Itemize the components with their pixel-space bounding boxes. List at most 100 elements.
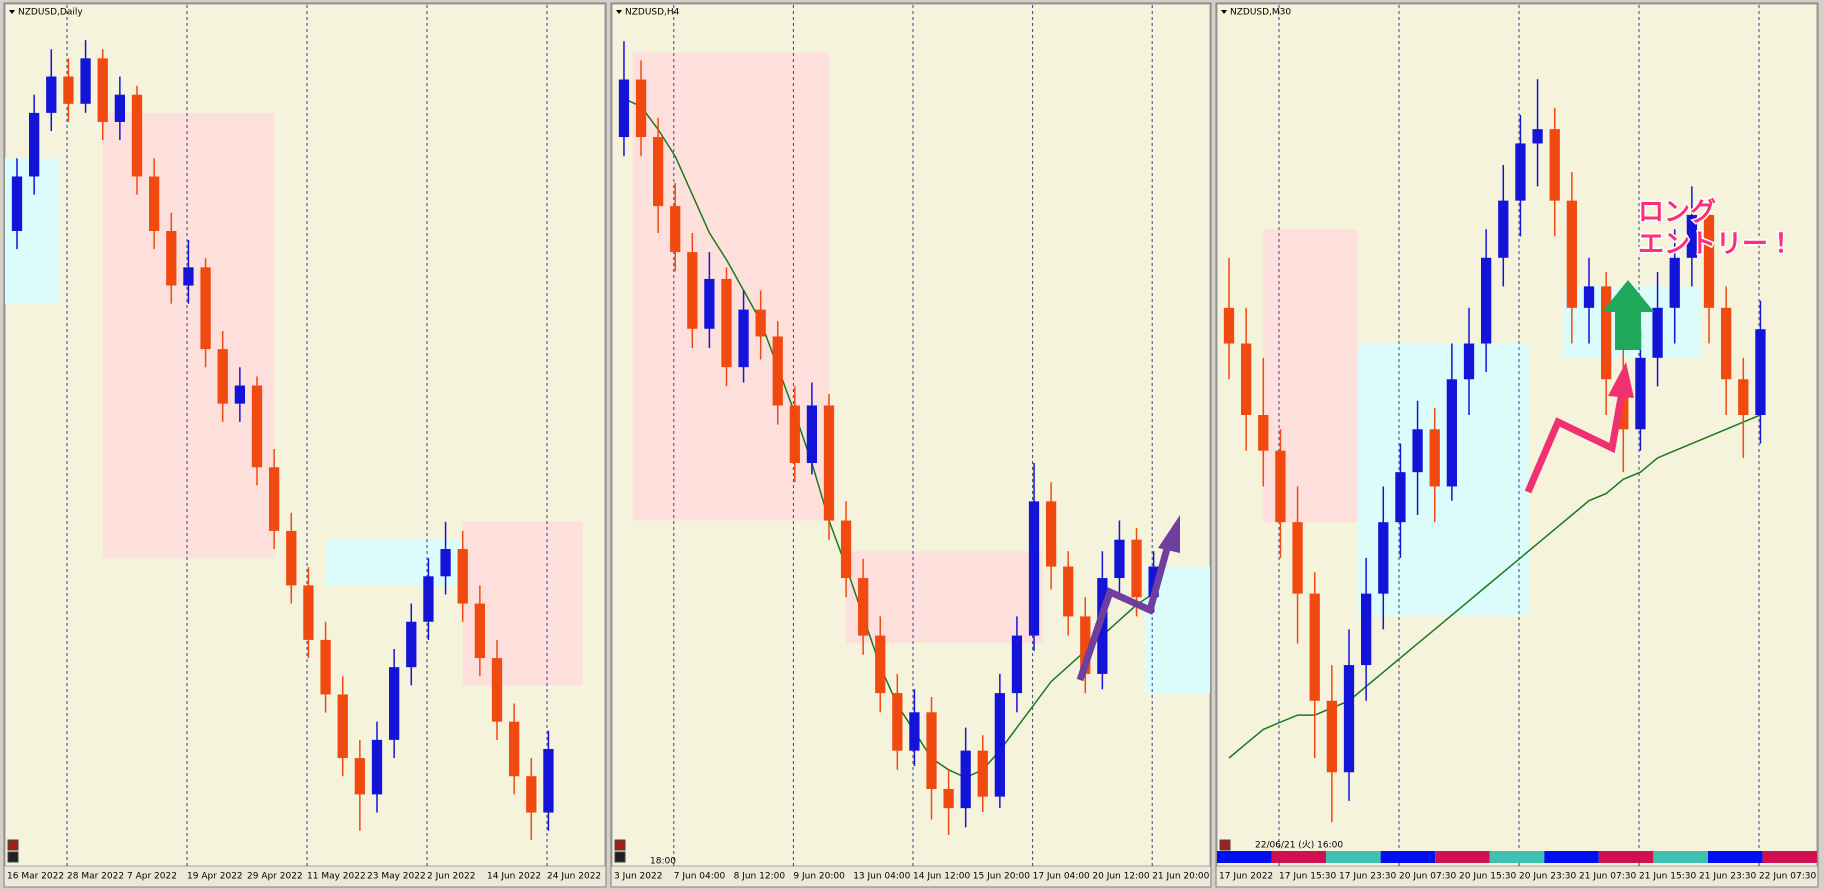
chart-panel: 17 Jun 2022 17 Jun 15:30 17 Jun 23:30 20 Ju… [1215, 2, 1819, 888]
candle-body [234, 385, 245, 404]
x-axis-label: 24 Jun 2022 [547, 872, 601, 882]
candle-body [200, 267, 211, 350]
candle-body [875, 635, 886, 694]
chart-title: NZDUSD,M30 [1230, 8, 1291, 18]
candle-body [269, 467, 280, 531]
candle-body [926, 712, 937, 789]
candle-body [670, 206, 681, 253]
x-axis-label: 21 Jun 15:30 [1639, 872, 1696, 882]
candle-body [1097, 578, 1108, 674]
candle-body [994, 693, 1005, 797]
candle-body [977, 750, 988, 797]
candle-body [1395, 472, 1406, 523]
session-bar [1544, 851, 1599, 863]
title-triangle [1221, 10, 1227, 14]
candle-body [721, 278, 732, 368]
candle-body [1309, 593, 1320, 701]
candle-body [1063, 566, 1074, 617]
candle-body [1258, 414, 1269, 451]
candle-body [1223, 307, 1235, 344]
session-bar [1326, 851, 1381, 863]
pink-arrow [1524, 362, 1634, 494]
candle-body [423, 576, 434, 622]
x-axis-label: 17 Jun 23:30 [1339, 872, 1396, 882]
chart-panel: 16 Mar 2022 28 Mar 2022 7 Apr 2022 19 Apr 2… [3, 2, 607, 888]
candle-body [1241, 343, 1252, 415]
x-axis-label: 14 Jun 2022 [487, 872, 541, 882]
candle-body [491, 658, 503, 722]
candle-body [840, 520, 852, 579]
panel-icon [614, 851, 626, 863]
x-axis-label: 9 Jun 20:00 [793, 872, 845, 882]
candle-body [11, 176, 23, 231]
candle-body [806, 405, 818, 464]
session-bar [1707, 851, 1763, 863]
title-triangle [616, 10, 622, 14]
zone [102, 112, 275, 559]
candle-body [286, 530, 297, 586]
candle-body [371, 739, 383, 795]
candle-body [1114, 539, 1125, 579]
candle-body [183, 267, 194, 286]
panel-icon [614, 839, 626, 851]
candle-body [1686, 214, 1697, 258]
candle-body [1652, 307, 1663, 358]
candle-body [1412, 429, 1423, 473]
green-arrow[interactable] [1602, 280, 1654, 350]
candle-body [46, 76, 57, 113]
candle-body [474, 603, 485, 659]
candle-body [251, 385, 263, 468]
x-axis-label: 29 Apr 2022 [247, 872, 303, 882]
x-axis-label: 20 Jun 07:30 [1399, 872, 1456, 882]
x-axis-label: 16 Mar 2022 [7, 872, 64, 882]
candle-body [1635, 357, 1646, 430]
moving-average [1228, 414, 1761, 759]
timestamp: 22/06/21 (火) 16:00 [1255, 840, 1343, 851]
x-axis-label: 17 Jun 15:30 [1279, 872, 1336, 882]
chart-area: 16 Mar 2022 28 Mar 2022 7 Apr 2022 19 Apr 2… [3, 2, 1819, 888]
candle-body [653, 137, 664, 207]
chart-panel: 3 Jun 2022 7 Jun 04:00 8 Jun 12:00 9 Jun 20… [610, 2, 1212, 888]
x-axis-label: 14 Jun 12:00 [913, 872, 970, 882]
candle-body [1515, 143, 1526, 201]
candle-body [543, 748, 554, 813]
x-axis-label: 17 Jun 04:00 [1033, 872, 1090, 882]
candle-body [337, 694, 348, 759]
x-axis-label: 2 Jun 2022 [427, 872, 475, 882]
session-bar [1271, 851, 1327, 863]
candle-body [943, 788, 954, 809]
x-axis-label: 22 Jun 07:30 [1759, 872, 1816, 882]
x-axis-label: 15 Jun 20:00 [973, 872, 1030, 882]
candle-body [217, 349, 228, 404]
candle-body [389, 667, 400, 740]
candle-body [1549, 129, 1560, 201]
candle-body [406, 621, 417, 668]
session-bar [1489, 851, 1545, 863]
time-label: 18:00 [650, 857, 676, 867]
candle-body [29, 112, 40, 177]
title-triangle [9, 10, 15, 14]
candle-body [1028, 501, 1040, 636]
candle-body [1721, 307, 1732, 380]
candle-body [1755, 329, 1766, 415]
candle-body [909, 712, 920, 751]
candle-body [1703, 214, 1715, 308]
candle-body [149, 176, 160, 231]
x-axis-label: 20 Jun 12:00 [1092, 872, 1149, 882]
session-bar [1653, 851, 1708, 863]
candle-body [738, 309, 749, 368]
annotation: ロング [1638, 198, 1716, 228]
candle-body [704, 278, 715, 329]
zone [325, 539, 463, 586]
candle-body [440, 549, 451, 577]
candle-body [80, 58, 91, 104]
candle-body [1326, 700, 1337, 773]
candle-body [457, 549, 468, 604]
candle-body [755, 309, 766, 337]
candle-body [1738, 379, 1749, 415]
purple-arrow [1076, 515, 1180, 682]
candle-body [1566, 200, 1577, 308]
candle-body [892, 693, 903, 751]
moving-average [623, 98, 1155, 779]
candle-body [1361, 593, 1372, 666]
